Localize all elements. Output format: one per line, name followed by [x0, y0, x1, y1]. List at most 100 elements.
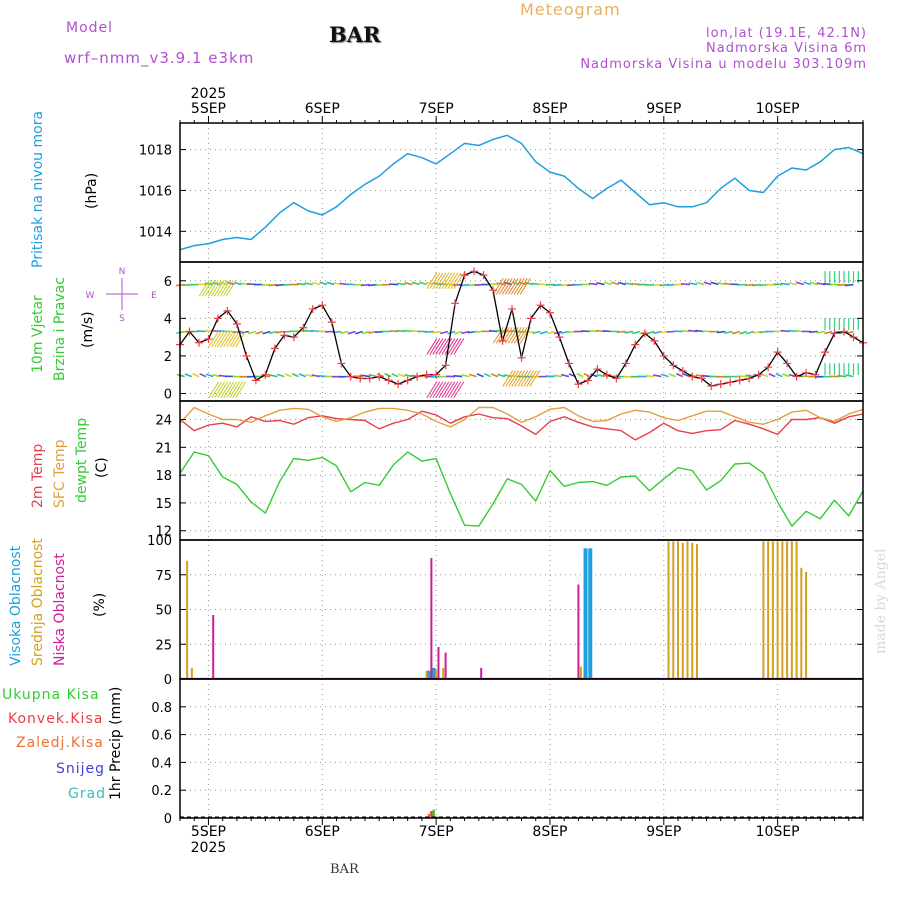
- wind-speed-point: [612, 374, 621, 383]
- wind-arrow: [768, 373, 776, 378]
- wind-arrow: [488, 282, 498, 286]
- wind-arrow: [396, 282, 406, 286]
- ytick-label-pressure-2: 1018: [139, 144, 172, 159]
- wind-speed-point: [270, 344, 279, 353]
- ytick-label-wind-3: 6: [164, 275, 172, 290]
- cloud-bar-1-16: [771, 541, 774, 679]
- wind-arrow: [476, 373, 484, 378]
- wind-speed-point: [745, 374, 754, 383]
- wind-arrow: [596, 281, 605, 286]
- wind-arrow: [739, 330, 748, 335]
- wind-arrow: [468, 373, 477, 378]
- year-label-bottom: 2025: [191, 840, 227, 856]
- wind-speed-point: [508, 304, 517, 313]
- wind-arrow: [745, 283, 754, 287]
- ytick-label-wind-1: 2: [164, 350, 172, 365]
- wind-arrow: [788, 281, 797, 286]
- wind-speed-point: [849, 333, 858, 342]
- wind-arrow: [447, 330, 456, 335]
- wind-hatch-0: [201, 280, 213, 297]
- wind-arrow: [411, 281, 420, 286]
- wind-arrow: [632, 330, 641, 335]
- precip-legend-hail: Grad: [68, 786, 107, 802]
- cloud-bar-1-20: [790, 541, 793, 679]
- cloud-bar-1-1: [190, 667, 193, 679]
- wind-speed-point: [337, 359, 346, 368]
- wind-hatch-5: [450, 381, 462, 398]
- wind-speed-point: [194, 338, 203, 347]
- wind-speed-point: [232, 319, 241, 328]
- wind-speed-point: [688, 372, 697, 381]
- wind-arrow: [192, 373, 200, 378]
- ytick-label-temperature-3: 21: [155, 441, 172, 456]
- wind-speed-point: [811, 370, 820, 379]
- cloud-bar-1-10: [681, 542, 684, 679]
- wind-arrow: [269, 330, 278, 335]
- wind-hatch-0: [204, 280, 216, 297]
- station-title: BAR: [329, 22, 381, 47]
- wind-arrow: [361, 330, 370, 335]
- day-label-bottom-9SEP: 9SEP: [646, 824, 681, 840]
- ytick-label-temperature-2: 18: [155, 469, 172, 484]
- wind-speed-point: [489, 286, 498, 295]
- wind-arrow: [547, 330, 555, 335]
- wind-arrow: [680, 329, 690, 333]
- wind-arrow: [552, 283, 562, 287]
- wind-arrow: [588, 282, 598, 286]
- wind-hatch-2: [229, 381, 241, 398]
- wind-speed-point: [432, 370, 441, 379]
- wind-speed-point: [251, 376, 260, 385]
- cloud-bar-2-5: [577, 584, 580, 679]
- wind-hatch-1: [229, 330, 241, 348]
- temp-line-2: [179, 451, 864, 527]
- wind-arrow: [454, 330, 463, 335]
- wind-hatch-4: [432, 338, 444, 355]
- wind-hatch-2: [232, 381, 244, 398]
- wind-speed-point: [792, 372, 801, 381]
- wind-rose-e: E: [151, 291, 157, 301]
- wind-hatch-5: [429, 381, 441, 398]
- wind-speed-point: [460, 271, 469, 280]
- wind-speed-point: [773, 348, 782, 357]
- label-layer: 10141016101802461215182124025507510000.2…: [86, 86, 800, 856]
- wind-arrow: [731, 330, 740, 335]
- wind-arrow: [396, 329, 406, 333]
- wind-arrow: [780, 282, 790, 286]
- day-label-bottom-10SEP: 10SEP: [756, 824, 800, 840]
- wind-speed-point: [223, 306, 232, 315]
- cloud-bar-2-0: [212, 615, 215, 679]
- wind-hatch-5: [426, 381, 438, 398]
- wind-hatch-4: [435, 338, 447, 355]
- wind-arrow: [844, 283, 854, 287]
- wind-arrow: [710, 281, 719, 286]
- wind-speed-point: [280, 331, 289, 340]
- cloud-bar-0-3: [588, 548, 593, 679]
- cloud-bar-1-12: [691, 542, 694, 679]
- wind-arrow: [590, 373, 598, 378]
- wind-speed-point: [318, 301, 327, 310]
- wind-hatch-2: [214, 381, 226, 398]
- wind-arrow: [782, 373, 790, 378]
- wind-speed-point: [555, 333, 564, 342]
- wind-arrow: [560, 373, 570, 378]
- wind-rose-n: N: [119, 267, 126, 277]
- wind-hatch-4: [426, 338, 438, 355]
- wind-arrow: [255, 330, 264, 335]
- wind-speed-point: [726, 378, 735, 387]
- wind-arrow: [645, 283, 655, 286]
- wind-hatch-8: [523, 370, 535, 387]
- wind-speed-point: [346, 372, 355, 381]
- wind-speed-point: [498, 336, 507, 345]
- wind-hatch-2: [235, 381, 247, 398]
- precip-bar-0-0: [432, 809, 435, 818]
- wind-arrow: [389, 330, 399, 333]
- wind-hatch-2: [226, 381, 238, 398]
- wind-arrow: [746, 330, 755, 335]
- wind-arrow: [490, 373, 499, 378]
- wind-arrow: [483, 373, 491, 378]
- wind-arrow: [652, 283, 662, 287]
- day-label-top-10SEP: 10SEP: [756, 101, 800, 117]
- wind-hatch-1: [217, 330, 229, 348]
- wind-arrow: [284, 373, 292, 378]
